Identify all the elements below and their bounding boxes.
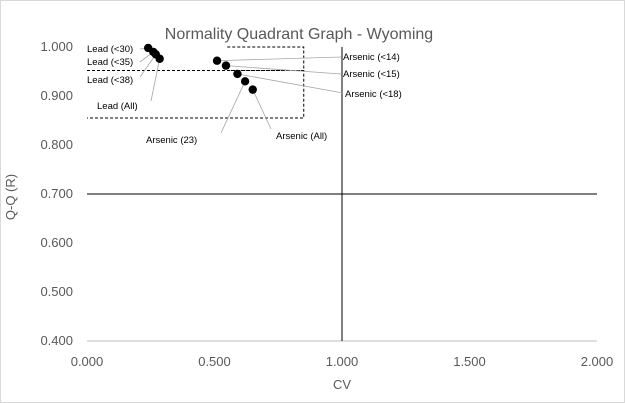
annotation-leader [252, 89, 272, 130]
x-tick-label: 0.000 [71, 354, 104, 369]
y-tick-label: 0.800 [40, 137, 73, 152]
x-tick-labels: 0.000 0.500 1.000 1.500 2.000 [71, 354, 614, 369]
data-point [248, 85, 257, 94]
annotation-leader [217, 56, 342, 62]
annotation-leader [139, 54, 157, 78]
annotation-leader [220, 81, 246, 134]
annotation-leader [225, 65, 342, 75]
point-label: Arsenic (23) [146, 135, 197, 146]
annotation-leader [150, 58, 161, 102]
dashed-box [87, 70, 305, 119]
dashed-boxes [87, 46, 305, 119]
annotation-leaders [139, 47, 344, 134]
data-point [212, 56, 222, 65]
y-tick-label: 1.000 [40, 39, 73, 54]
y-tick-label: 0.500 [40, 284, 73, 299]
x-tick-label: 0.500 [198, 354, 231, 369]
point-label: Arsenic (<18) [345, 89, 402, 100]
data-points [144, 43, 257, 94]
annotation-leader [237, 73, 344, 94]
data-point [240, 77, 250, 86]
point-labels: Lead (<30) Lead (<35) Lead (<38) Lead (All)… [87, 44, 402, 146]
x-axis-title: CV [333, 377, 351, 392]
y-tick-label: 0.400 [40, 333, 73, 348]
point-label: Arsenic (<15) [343, 69, 400, 80]
data-point [155, 54, 164, 63]
data-point [233, 69, 242, 79]
x-tick-label: 1.500 [453, 354, 486, 369]
y-tick-label: 0.700 [40, 186, 73, 201]
chart-title: Normality Quadrant Graph - Wyoming [165, 26, 433, 43]
data-point [221, 61, 231, 70]
point-label: Lead (<35) [87, 57, 133, 68]
x-tick-label: 1.000 [326, 354, 359, 369]
reference-lines [87, 47, 597, 342]
x-tick-label: 2.000 [581, 354, 614, 369]
y-tick-labels: 1.000 0.900 0.800 0.700 0.600 0.500 0.400 [40, 39, 73, 348]
y-tick-label: 0.900 [40, 88, 73, 103]
point-label: Lead (All) [97, 101, 138, 112]
point-label: Lead (<38) [87, 75, 133, 86]
y-tick-label: 0.600 [40, 235, 73, 250]
point-label: Arsenic (<14) [343, 52, 400, 63]
y-axis-title: Q-Q (R) [3, 174, 18, 220]
point-label: Lead (<30) [87, 44, 133, 55]
point-label: Arsenic (All) [276, 131, 327, 142]
